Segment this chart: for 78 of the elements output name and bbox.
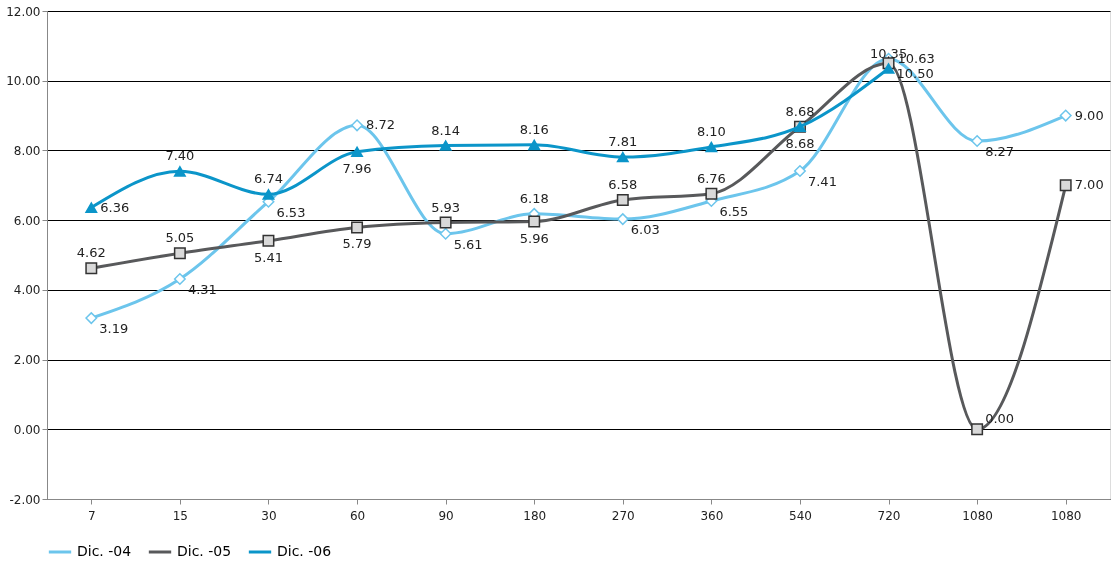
x-tick-label: 720 xyxy=(877,508,901,523)
data-label: 5.79 xyxy=(342,236,372,252)
point xyxy=(351,119,364,132)
data-label: 5.96 xyxy=(519,230,549,246)
point xyxy=(705,141,718,153)
x-tick-label: 360 xyxy=(700,508,724,523)
data-label: 8.14 xyxy=(431,122,461,138)
data-label: 3.19 xyxy=(99,321,129,337)
data-label: 9.00 xyxy=(1074,107,1104,123)
point xyxy=(351,146,364,158)
data-label: 5.05 xyxy=(165,230,195,246)
y-tick-label: 10.00 xyxy=(6,74,41,89)
data-label: 6.03 xyxy=(630,222,660,238)
point xyxy=(262,189,275,200)
point xyxy=(793,165,806,177)
x-tick-label: 540 xyxy=(789,508,812,523)
data-label: 8.68 xyxy=(785,103,815,119)
data-label: 6.76 xyxy=(696,170,726,186)
data-label: 6.18 xyxy=(519,190,549,206)
point xyxy=(528,215,541,228)
point xyxy=(173,273,186,286)
x-tick-label: 7 xyxy=(87,508,96,523)
data-label: 8.16 xyxy=(519,121,549,137)
legend-label: Dic. -06 xyxy=(277,543,332,559)
data-label: 6.53 xyxy=(276,204,306,220)
point xyxy=(85,262,98,275)
point xyxy=(439,227,452,240)
y-tick-label: 12.00 xyxy=(6,4,41,19)
data-label: 7.00 xyxy=(1074,177,1104,193)
point xyxy=(971,135,984,148)
data-label: 7.96 xyxy=(342,160,372,176)
point xyxy=(262,234,275,247)
point xyxy=(85,202,98,213)
point xyxy=(173,166,186,177)
y-tick-label: -2.00 xyxy=(9,492,41,507)
point xyxy=(882,63,895,74)
legend-label: Dic. -04 xyxy=(77,543,132,559)
x-tick-label: 180 xyxy=(523,508,547,523)
x-tick-label: 270 xyxy=(611,508,635,523)
point xyxy=(439,216,452,229)
point xyxy=(1059,109,1072,122)
x-tick-label: 30 xyxy=(261,508,277,523)
point xyxy=(85,312,98,325)
data-label: 6.74 xyxy=(253,171,283,187)
x-tick-label: 1080 xyxy=(1050,508,1082,523)
data-label: 7.40 xyxy=(165,148,195,164)
point xyxy=(616,151,629,163)
point xyxy=(616,213,629,226)
point xyxy=(616,193,629,206)
data-label: 8.68 xyxy=(785,135,815,151)
data-label: 7.41 xyxy=(807,173,837,189)
y-tick-label: 8.00 xyxy=(13,143,41,158)
point xyxy=(528,139,541,151)
data-label: 5.93 xyxy=(431,199,461,215)
legend-label: Dic. -05 xyxy=(177,543,232,559)
data-label: 4.62 xyxy=(76,245,106,261)
data-label: 5.41 xyxy=(253,249,283,265)
point xyxy=(173,247,186,260)
y-tick-label: 6.00 xyxy=(13,213,41,228)
x-tick-label: 15 xyxy=(172,508,189,523)
y-tick-label: 4.00 xyxy=(13,283,41,298)
data-label: 7.81 xyxy=(608,134,638,150)
data-label: 5.61 xyxy=(453,236,483,252)
data-label: 6.58 xyxy=(608,176,638,192)
data-label: 6.55 xyxy=(719,203,749,219)
point xyxy=(1059,179,1072,192)
point xyxy=(351,221,364,234)
x-tick-label: 60 xyxy=(349,508,366,523)
y-tick-label: 2.00 xyxy=(13,353,41,368)
data-label: 8.10 xyxy=(696,123,726,139)
point xyxy=(439,140,452,151)
y-tick-label: 0.00 xyxy=(13,422,41,437)
x-tick-label: 1080 xyxy=(962,508,993,523)
x-tick-label: 90 xyxy=(438,508,454,523)
data-label: 8.72 xyxy=(366,117,395,133)
point xyxy=(971,423,984,436)
point xyxy=(705,187,718,200)
data-label: 6.36 xyxy=(100,199,130,215)
